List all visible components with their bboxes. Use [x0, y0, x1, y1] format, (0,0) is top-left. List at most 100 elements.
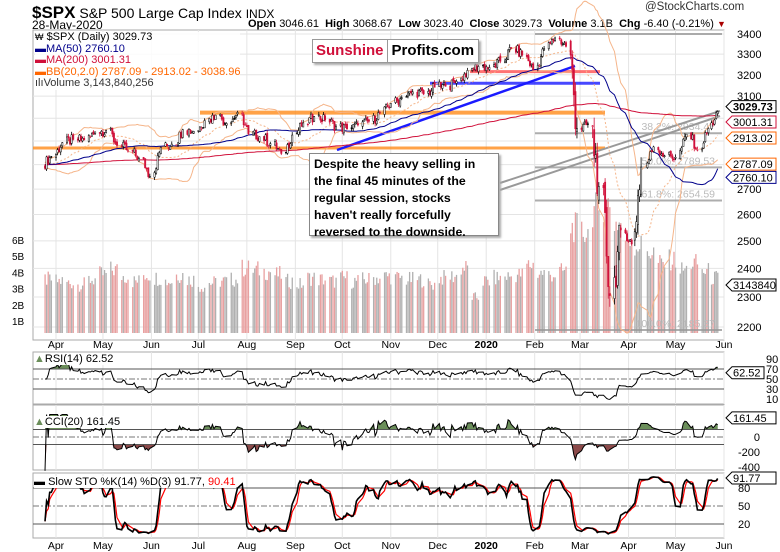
- y-tick-label: 3300: [737, 49, 761, 61]
- candle-body: [416, 91, 419, 98]
- y-tick-label: 3200: [737, 70, 761, 82]
- x-tick-top: Feb: [526, 339, 544, 351]
- candle-body: [582, 124, 585, 132]
- candle-body: [158, 152, 161, 157]
- ma200-tag-text: 3001.31: [733, 117, 773, 129]
- volume-bar: [706, 269, 708, 333]
- volume-tick-label: 4B: [12, 268, 25, 279]
- volume-bar: [515, 282, 517, 333]
- volume-bar: [202, 291, 204, 333]
- candle-body: [266, 133, 269, 146]
- candle-body: [213, 115, 215, 120]
- candle-body: [716, 111, 719, 114]
- candle-body: [407, 92, 409, 97]
- logo-part1: Sunshine: [316, 42, 384, 59]
- volume-bar: [363, 279, 365, 333]
- trendline: [336, 64, 576, 152]
- volume-bar: [520, 276, 522, 333]
- volume-bar: [224, 276, 226, 333]
- volume-bar: [80, 289, 82, 333]
- volume-bar: [125, 282, 128, 333]
- candle-body: [299, 123, 301, 133]
- volume-bar: [232, 285, 234, 333]
- volume-bar: [518, 268, 520, 333]
- volume-tag-text: 3143840: [733, 280, 776, 292]
- legend-price-text: $SPX (Daily) 3029.73: [46, 31, 153, 43]
- candle-body: [59, 146, 62, 153]
- candle-body: [264, 134, 267, 141]
- candle-body: [619, 227, 622, 231]
- volume-bar: [121, 279, 123, 333]
- volume-bar: [717, 272, 719, 333]
- x-tick-top: Dec: [428, 339, 447, 351]
- volume-bar: [46, 284, 48, 333]
- volume-bar: [679, 273, 681, 333]
- fib-label: 61.8%: 2654.59: [641, 188, 715, 200]
- candle-body: [222, 117, 225, 125]
- volume-bar: [707, 263, 710, 333]
- candle-body: [339, 123, 342, 127]
- volume-bar: [454, 276, 456, 333]
- candle-body: [322, 114, 325, 122]
- rsi-label: ▲RSI(14) 62.52: [34, 353, 114, 365]
- volume-bar: [158, 284, 160, 333]
- volume-bar: [473, 293, 475, 333]
- volume-bar: [180, 280, 182, 333]
- candle-body: [103, 134, 106, 137]
- volume-bar: [474, 292, 476, 333]
- volume-bar: [554, 277, 556, 333]
- candle-body: [630, 239, 633, 245]
- candle-body: [288, 142, 291, 148]
- candle-body: [453, 80, 456, 84]
- volume-bar: [505, 279, 508, 333]
- volume-bar: [649, 258, 652, 333]
- candle-body: [608, 293, 611, 296]
- volume-bar: [429, 281, 431, 333]
- candle-body: [252, 131, 255, 136]
- candle-body: [169, 146, 172, 150]
- candle-body: [485, 66, 488, 71]
- candle-body: [604, 181, 607, 213]
- volume-bar: [701, 269, 703, 333]
- volume-bar: [122, 276, 124, 333]
- volume-bar: [421, 287, 423, 333]
- candle-body: [615, 275, 618, 288]
- ma200-tag-box: [725, 115, 777, 129]
- candle-body: [679, 150, 682, 160]
- volume-bar: [111, 270, 114, 333]
- volume-bar: [670, 270, 672, 333]
- candle-body: [477, 66, 480, 72]
- open-label: Open: [248, 18, 277, 30]
- volume-bar: [230, 272, 232, 333]
- volume-bar: [221, 280, 223, 333]
- sunshine-profits-logo: Sunshine Profits.com: [312, 39, 480, 63]
- volume-bar: [584, 241, 586, 333]
- volume-bar: [571, 222, 573, 333]
- candle-body: [397, 99, 400, 105]
- volume-bar: [116, 264, 118, 333]
- legend-ma200-text: MA(200) 3001.31: [46, 54, 131, 66]
- candle-body: [486, 67, 489, 69]
- volume-bar: [593, 206, 595, 333]
- candle-body: [464, 73, 467, 78]
- volume-bar: [244, 274, 246, 333]
- candle-body: [346, 123, 348, 130]
- cci-tick: -200: [738, 447, 760, 459]
- volume-bar: [626, 230, 628, 333]
- sto-d-value: 90.41: [208, 476, 236, 488]
- candle-body: [111, 128, 114, 135]
- candle-body: [208, 118, 211, 123]
- candle-body: [214, 114, 217, 120]
- legend-bb-text: BB(20,2.0) 2787.09 - 2913.02 - 3038.96: [46, 65, 241, 78]
- volume-bar: [646, 251, 649, 333]
- candle-body: [233, 118, 236, 120]
- volume-bar: [496, 271, 498, 333]
- candle-body: [558, 37, 561, 40]
- candle-body: [55, 153, 57, 158]
- candle-body: [519, 49, 522, 57]
- candle-body: [646, 162, 649, 168]
- volume-bar: [146, 278, 148, 333]
- volume-bar: [235, 279, 237, 333]
- rsi-tick: 10: [766, 394, 778, 406]
- volume-bar: [484, 276, 486, 333]
